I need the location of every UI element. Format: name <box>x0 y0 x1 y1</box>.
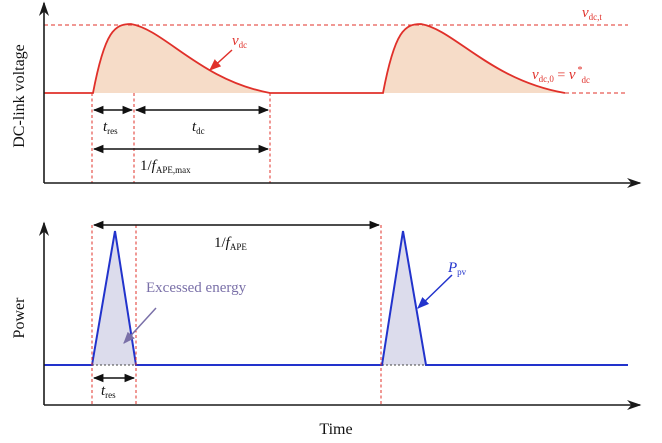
vdc-pulse-fill-2 <box>383 24 565 93</box>
excess-energy-arrow <box>123 307 157 344</box>
ppv-pulse-fill-2 <box>382 231 426 365</box>
top-y-axis-label: DC-link voltage <box>11 44 28 148</box>
excess-energy-label: Excessed energy <box>146 280 247 296</box>
ppv-pulse-fill-1 <box>92 231 136 365</box>
ppv-label: Ppv <box>447 260 467 277</box>
x-axis-label: Time <box>319 421 352 438</box>
vdc-waveform <box>44 23 566 94</box>
ppv-waveform <box>44 230 628 366</box>
period-max-label: 1/fAPE,max <box>140 158 191 175</box>
ppv-label-arrow <box>417 274 453 309</box>
vdc-pulse-fill-1 <box>93 24 270 93</box>
vdc-t-label: vdc,t <box>582 5 602 22</box>
vdc-0-label: vdc,0 = v *dc <box>532 65 590 85</box>
tdc-label: tdc <box>192 119 205 136</box>
top-plot: DC-link voltage vdc vdc,t vdc,0 = v *dc t… <box>11 1 642 189</box>
vdc-label-arrow <box>209 49 233 71</box>
tres-bottom-label: tres <box>101 383 116 400</box>
bottom-y-axis-label: Power <box>11 297 28 339</box>
period-label: 1/fAPE <box>214 235 247 252</box>
tres-label: tres <box>103 119 118 136</box>
vdc-label: vdc <box>232 33 247 50</box>
bottom-plot: Power 1/fAPE Excessed energy Ppv tres Ti… <box>11 220 642 438</box>
